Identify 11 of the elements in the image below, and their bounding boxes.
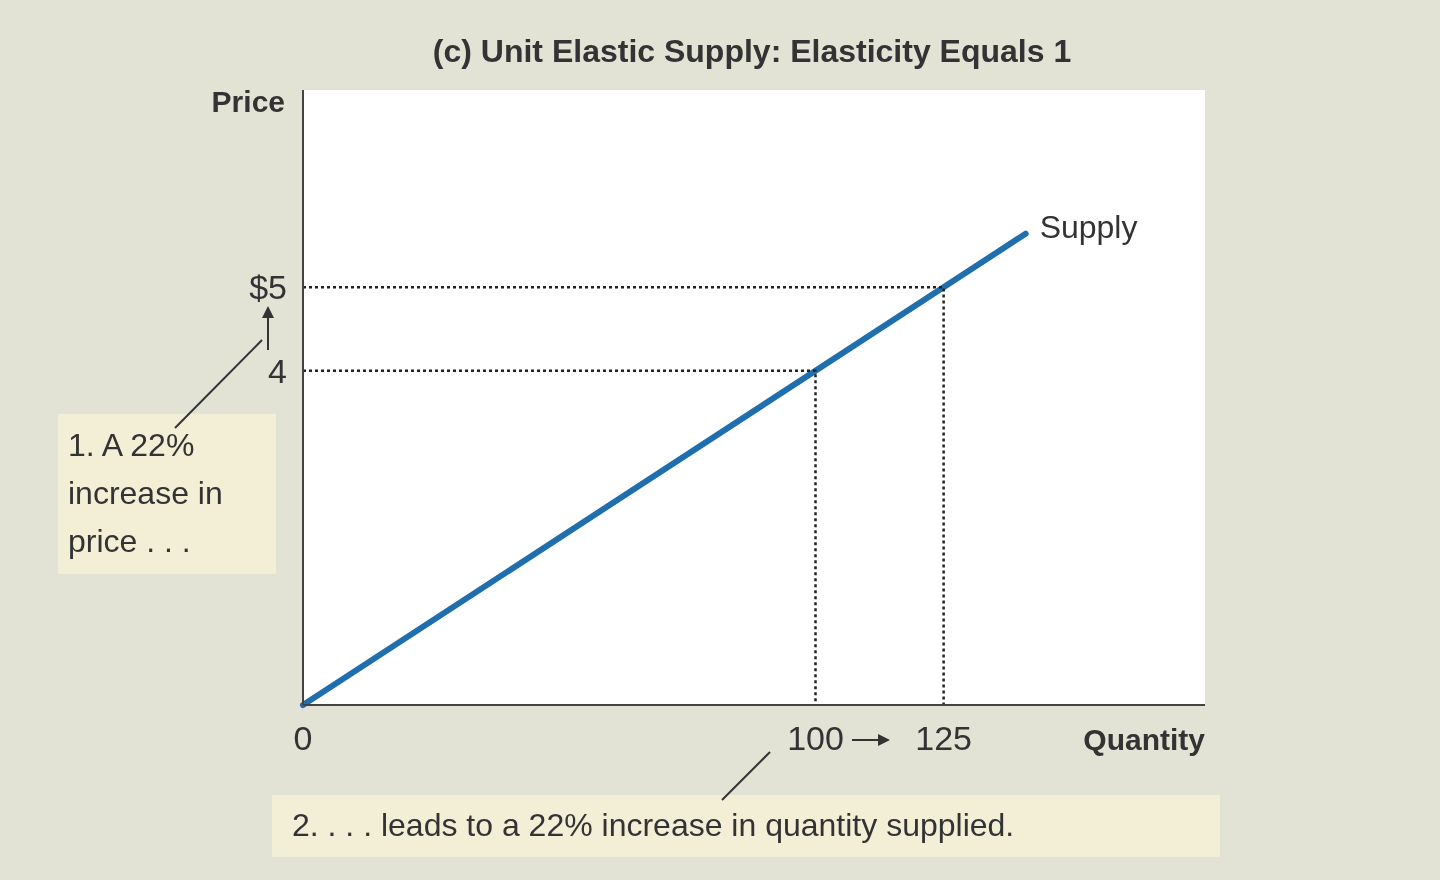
x-axis-title: Quantity [1083,723,1206,756]
text: 1. A 22% increase in price . . . [68,427,223,559]
x-tick-label: 100 [787,719,844,757]
x-tick-label: 125 [915,719,972,757]
y-tick-label: 4 [268,351,287,390]
text: 2. . . . leads to a 22% increase in quantity supplied. [292,807,1015,843]
y-tick-label: $5 [249,268,287,307]
x-tick-label: 0 [293,719,313,757]
chart-title: (c) Unit Elastic Supply: Elasticity Equals 1 [432,33,1072,69]
y-axis-title: Price [211,85,285,118]
series-label: Supply [1039,208,1138,245]
